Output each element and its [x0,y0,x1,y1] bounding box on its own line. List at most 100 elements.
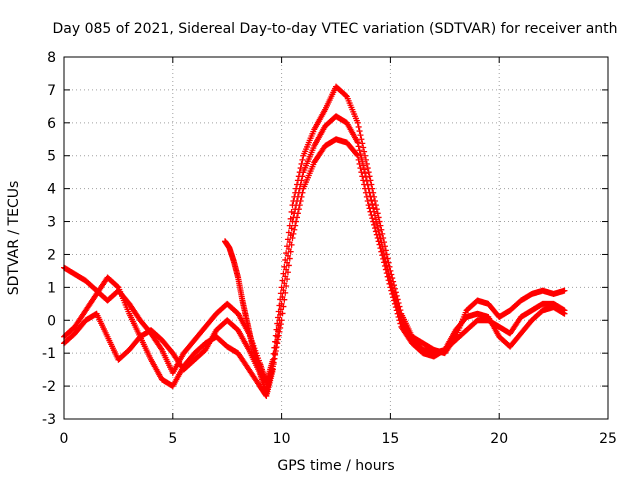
data-point [277,324,284,331]
data-point [355,156,362,163]
data-point [371,221,378,228]
data-point [369,215,376,222]
data-point [379,252,386,259]
data-point [288,241,295,248]
data-point [390,294,397,301]
data-point [359,140,366,147]
data-point [364,197,371,204]
data-point [362,152,369,159]
y-tick-label: 5 [47,149,56,165]
data-point [393,307,400,314]
chart-grid [64,57,608,419]
data-point [290,230,297,237]
y-tick-label: -2 [42,379,56,395]
x-tick-label: 0 [60,431,69,447]
data-point [379,230,386,237]
data-point [360,177,367,184]
data-point [363,193,370,200]
data-point [358,136,365,143]
data-point [381,262,388,269]
y-tick-label: 7 [47,83,56,99]
data-point [292,222,299,229]
data-point [363,160,370,167]
data-point [385,277,392,284]
data-point [384,273,391,280]
data-point [389,290,396,297]
data-point [382,266,389,273]
data-point [371,197,378,204]
data-point [265,379,272,386]
data-point [357,165,364,172]
data-point [380,255,387,262]
data-point [272,351,279,358]
data-point [272,347,279,354]
data-point [397,320,404,327]
data-point [362,185,369,192]
data-point [386,280,393,287]
data-point [356,160,363,167]
data-point [282,289,289,296]
data-point [287,248,294,255]
data-point [271,355,278,362]
data-point [356,128,363,135]
data-point [366,205,373,212]
axis-ticks [63,56,609,420]
data-point [342,92,349,99]
data-point [391,297,398,304]
data-point [354,139,361,146]
x-tick-label: 25 [599,431,617,447]
data-point [383,270,390,277]
data-point [355,143,362,150]
x-tick-label: 15 [381,431,399,447]
data-point [284,276,291,283]
data-point [366,173,373,180]
data-point [283,282,290,289]
y-tick-label: -1 [42,346,56,362]
data-point [374,224,381,231]
data-point [354,119,361,126]
data-point [374,235,381,241]
data-point [299,189,306,196]
data-point [394,310,401,317]
data-point [273,344,280,351]
data-point [277,321,284,328]
data-point [295,206,302,213]
x-tick-label: 5 [168,431,177,447]
data-point [360,144,367,151]
y-tick-label: 1 [47,280,56,296]
data-point [361,181,368,188]
data-point [368,211,375,218]
data-point [298,177,305,184]
data-point [361,148,368,155]
data-point [362,170,369,177]
data-point [364,165,371,172]
data-point [274,340,281,347]
data-point [376,241,383,248]
data-point [291,226,298,233]
data-point [370,218,377,225]
y-tick-label: 6 [47,116,56,132]
data-point [372,202,379,209]
data-point [294,214,301,221]
data-point [371,225,378,232]
data-point [270,359,277,366]
data-point [298,193,305,200]
data-point [361,166,368,173]
data-point [353,151,360,158]
data-point [365,169,372,176]
data-point [395,313,402,320]
data-point [285,262,292,269]
data-point [362,156,369,163]
data-point [298,160,305,167]
data-point [369,200,376,207]
data-point [561,307,568,314]
data-point [294,210,301,217]
y-tick-label: 4 [47,182,56,198]
data-point [279,310,286,317]
data-point [280,303,287,310]
x-axis-title: GPS time / hours [277,458,394,474]
y-tick-label: 8 [47,50,56,66]
data-point [391,300,398,307]
series-track-3 [61,136,568,396]
